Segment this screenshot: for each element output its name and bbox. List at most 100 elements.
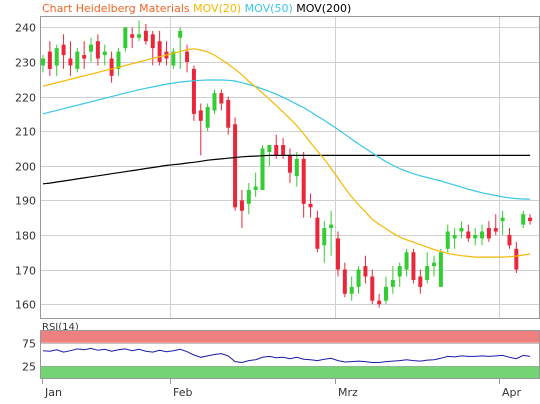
candle-up — [356, 269, 361, 287]
moving-average-lines — [42, 48, 531, 258]
y-tick-label: 160 — [15, 299, 36, 312]
candle-up — [54, 48, 59, 66]
candle-up — [404, 252, 409, 270]
candle-down — [143, 30, 148, 42]
candle-up — [459, 228, 464, 232]
rsi-label: RSI(14) — [42, 322, 79, 333]
candle-down — [233, 124, 238, 208]
candle-up — [123, 27, 128, 49]
candle-up — [267, 145, 272, 152]
candle-down — [411, 252, 416, 280]
candle-up — [205, 106, 210, 128]
y-tick-label: 200 — [15, 161, 36, 174]
candle-down — [226, 100, 231, 128]
candle-down — [281, 145, 286, 156]
candle-up — [178, 30, 183, 38]
candle-down — [239, 200, 244, 211]
candle-down — [61, 44, 66, 56]
candle-up — [452, 234, 457, 239]
candle-down — [493, 228, 498, 232]
candle-up — [116, 51, 121, 69]
price-axis: 160 170 180 190 200 210 220 230 240 — [15, 22, 36, 312]
candle-up — [329, 224, 334, 229]
candle-up — [322, 228, 327, 246]
chart-legend: Chart Heidelberg Materials MOV(20) MOV(5… — [42, 2, 351, 15]
y-tick-label: 180 — [15, 230, 36, 243]
y-tick-label: 210 — [15, 126, 36, 139]
rsi-oversold-band — [41, 366, 539, 378]
candle-down — [418, 276, 423, 287]
candle-up — [349, 286, 354, 294]
x-tick-label: Feb — [173, 386, 192, 399]
candle-down — [287, 155, 292, 173]
y-tick-label: 230 — [15, 57, 36, 70]
candle-up — [500, 217, 505, 222]
candle-up — [425, 266, 430, 280]
y-tick-label: 220 — [15, 92, 36, 105]
candle-down — [301, 158, 306, 204]
candle-up — [75, 51, 80, 69]
rsi-line — [42, 347, 531, 364]
candle-up — [137, 34, 142, 38]
candle-up — [246, 189, 251, 204]
mov200-line — [42, 154, 531, 185]
candle-up — [445, 231, 450, 249]
candle-down — [528, 217, 533, 222]
candle-up — [41, 58, 45, 66]
candle-up — [294, 158, 299, 177]
candle-down — [219, 93, 224, 104]
y-tick-label: 170 — [15, 265, 36, 278]
candle-down — [335, 238, 340, 270]
candle-down — [130, 34, 135, 38]
candle-down — [95, 41, 100, 59]
candle-up — [521, 214, 526, 225]
candle-down — [191, 68, 196, 114]
rsi-tick-label: 25 — [22, 361, 36, 374]
legend-mov20: MOV(20) — [190, 2, 242, 15]
rsi-panel: 25 75 RSI(14) — [22, 322, 539, 378]
y-tick-label: 240 — [15, 22, 36, 35]
candle-down — [198, 110, 203, 121]
candle-down — [68, 58, 73, 66]
candle-down — [507, 234, 512, 246]
candle-down — [486, 228, 491, 239]
candle-down — [466, 231, 471, 239]
candle-up — [260, 148, 265, 190]
candle-up — [384, 286, 388, 301]
rsi-tick-label: 75 — [22, 338, 36, 351]
legend-mov200: MOV(200) — [293, 2, 352, 15]
candle-down — [157, 41, 162, 62]
rsi-overbought-band — [41, 331, 539, 343]
date-axis: Jan Feb Mrz Apr — [42, 379, 522, 399]
candle-down — [370, 276, 375, 301]
candle-down — [342, 269, 347, 294]
candle-up — [171, 51, 176, 66]
candle-down — [377, 300, 382, 305]
candle-up — [89, 44, 94, 52]
candle-up — [438, 252, 443, 287]
x-tick-label: Jan — [44, 386, 62, 399]
legend-mov50: MOV(50) — [241, 2, 293, 15]
candle-down — [274, 145, 279, 156]
candle-up — [253, 186, 258, 190]
candle-down — [47, 51, 52, 69]
candle-down — [315, 217, 320, 249]
mov20-line — [42, 48, 531, 258]
x-tick-label: Mrz — [338, 386, 358, 399]
candle-up — [473, 234, 478, 239]
candle-down — [150, 34, 155, 49]
candle-down — [363, 266, 368, 277]
chart-title-legend: Chart Heidelberg Materials MOV(20) MOV(5… — [42, 2, 351, 15]
x-tick-label: Apr — [502, 386, 522, 399]
y-tick-label: 190 — [15, 195, 36, 208]
mov50-line — [42, 79, 531, 200]
chart-title: Chart Heidelberg Materials — [42, 2, 190, 15]
candle-down — [185, 51, 190, 62]
candle-up — [390, 279, 395, 287]
candle-down — [82, 55, 87, 59]
candle-down — [109, 58, 114, 76]
candle-down — [308, 203, 313, 208]
candle-down — [514, 248, 519, 270]
